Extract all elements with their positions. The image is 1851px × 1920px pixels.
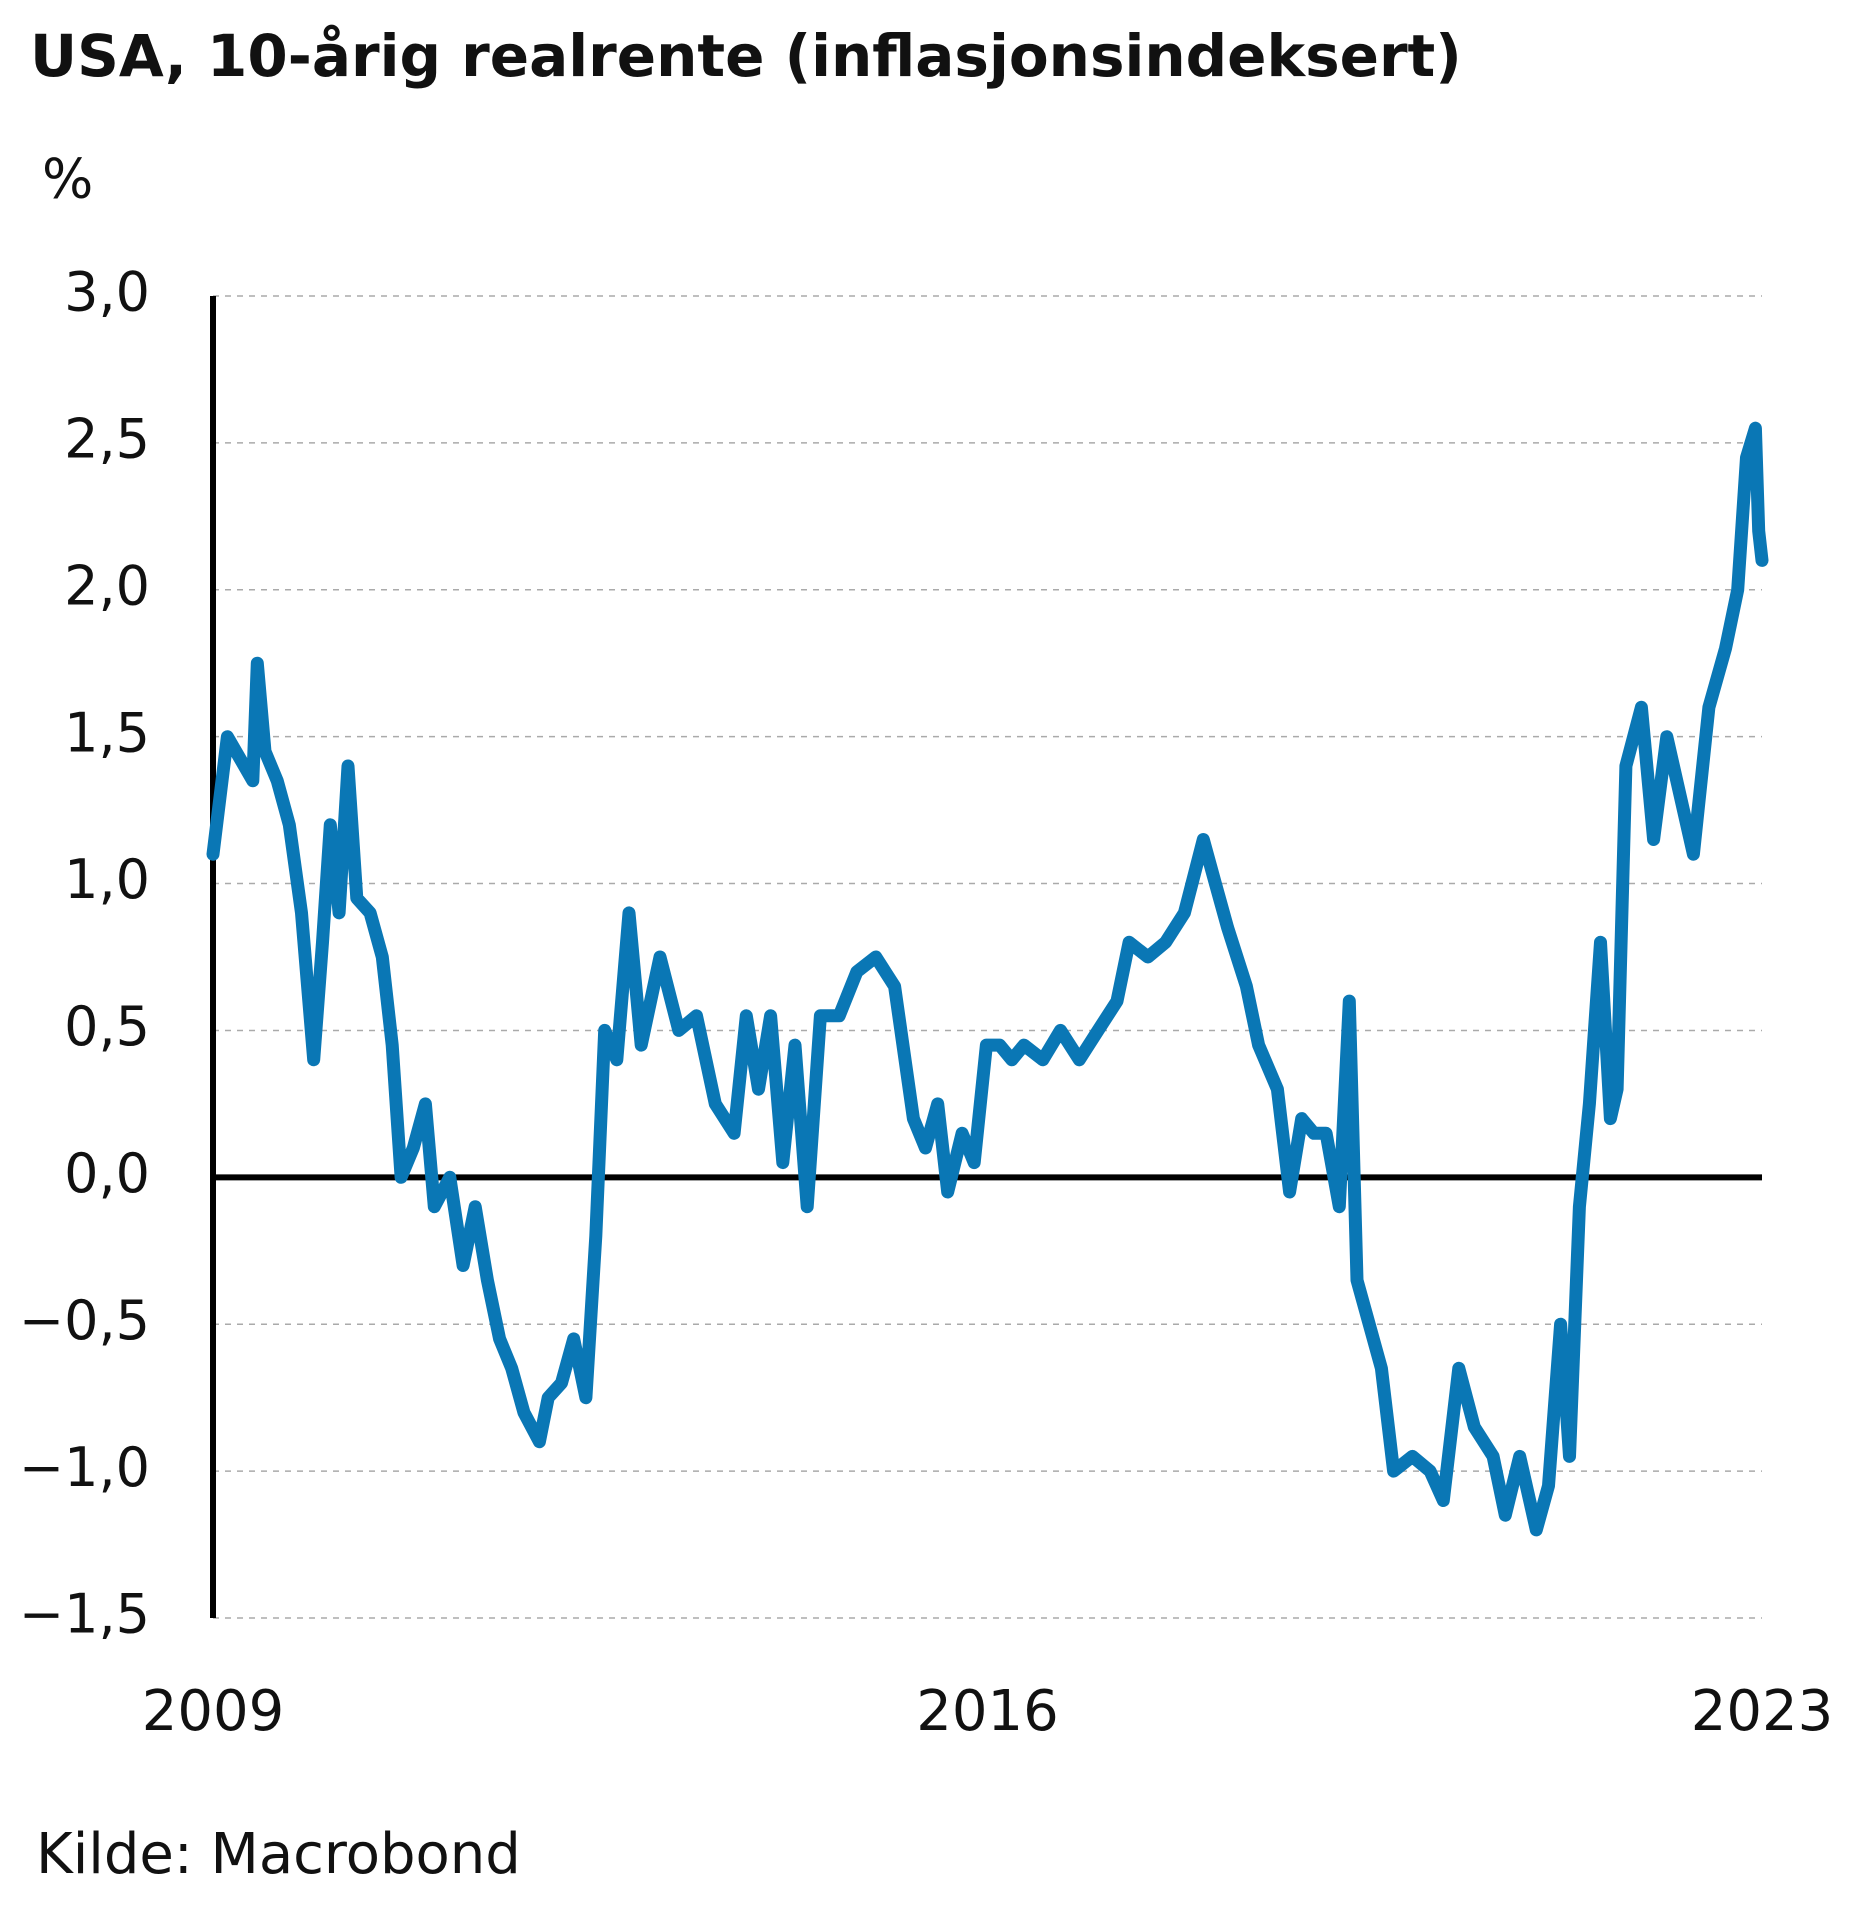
y-tick-label: 2,0 bbox=[64, 554, 150, 617]
source: Kilde: Macrobond bbox=[36, 1822, 521, 1887]
y-tick-label: 3,0 bbox=[64, 261, 150, 324]
x-tick-label: 2009 bbox=[142, 1679, 285, 1744]
y-tick-label: 2,5 bbox=[64, 408, 150, 471]
data-line bbox=[206, 421, 1769, 1537]
y-axis-label: % bbox=[42, 148, 93, 211]
y-tick-label: 0,0 bbox=[64, 1142, 150, 1205]
y-tick-label: −0,5 bbox=[19, 1289, 150, 1352]
y-tick-label: −1,5 bbox=[19, 1583, 150, 1646]
y-tick-label: 1,0 bbox=[64, 848, 150, 911]
y-tick-label: 0,5 bbox=[64, 995, 150, 1058]
x-tick-label: 2023 bbox=[1691, 1679, 1834, 1744]
y-tick-label: −1,0 bbox=[19, 1436, 150, 1499]
y-tick-label: 1,5 bbox=[64, 701, 150, 764]
chart-title: USA, 10-årig realrente (inflasjonsindeks… bbox=[30, 22, 1462, 90]
x-tick-label: 2016 bbox=[916, 1679, 1059, 1744]
